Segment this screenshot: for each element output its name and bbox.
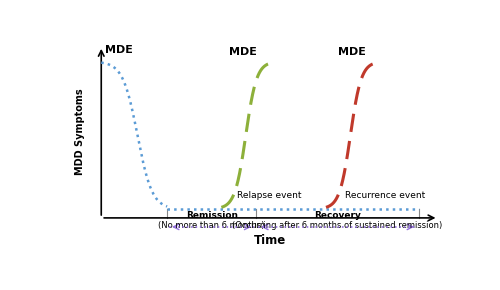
Text: Time: Time <box>254 234 286 247</box>
Text: (No more than 6 months): (No more than 6 months) <box>158 221 265 230</box>
Text: MDE: MDE <box>338 47 365 57</box>
Text: (Occurring after 6 months of sustained remission): (Occurring after 6 months of sustained r… <box>232 221 443 230</box>
Text: MDE: MDE <box>229 47 257 57</box>
Text: MDE: MDE <box>105 45 133 55</box>
Text: MDD Symptoms: MDD Symptoms <box>75 89 85 175</box>
Text: Relapse event: Relapse event <box>237 191 302 200</box>
Text: Recovery: Recovery <box>314 211 361 220</box>
Text: Remission: Remission <box>186 211 238 220</box>
Text: Recurrence event: Recurrence event <box>346 191 426 200</box>
